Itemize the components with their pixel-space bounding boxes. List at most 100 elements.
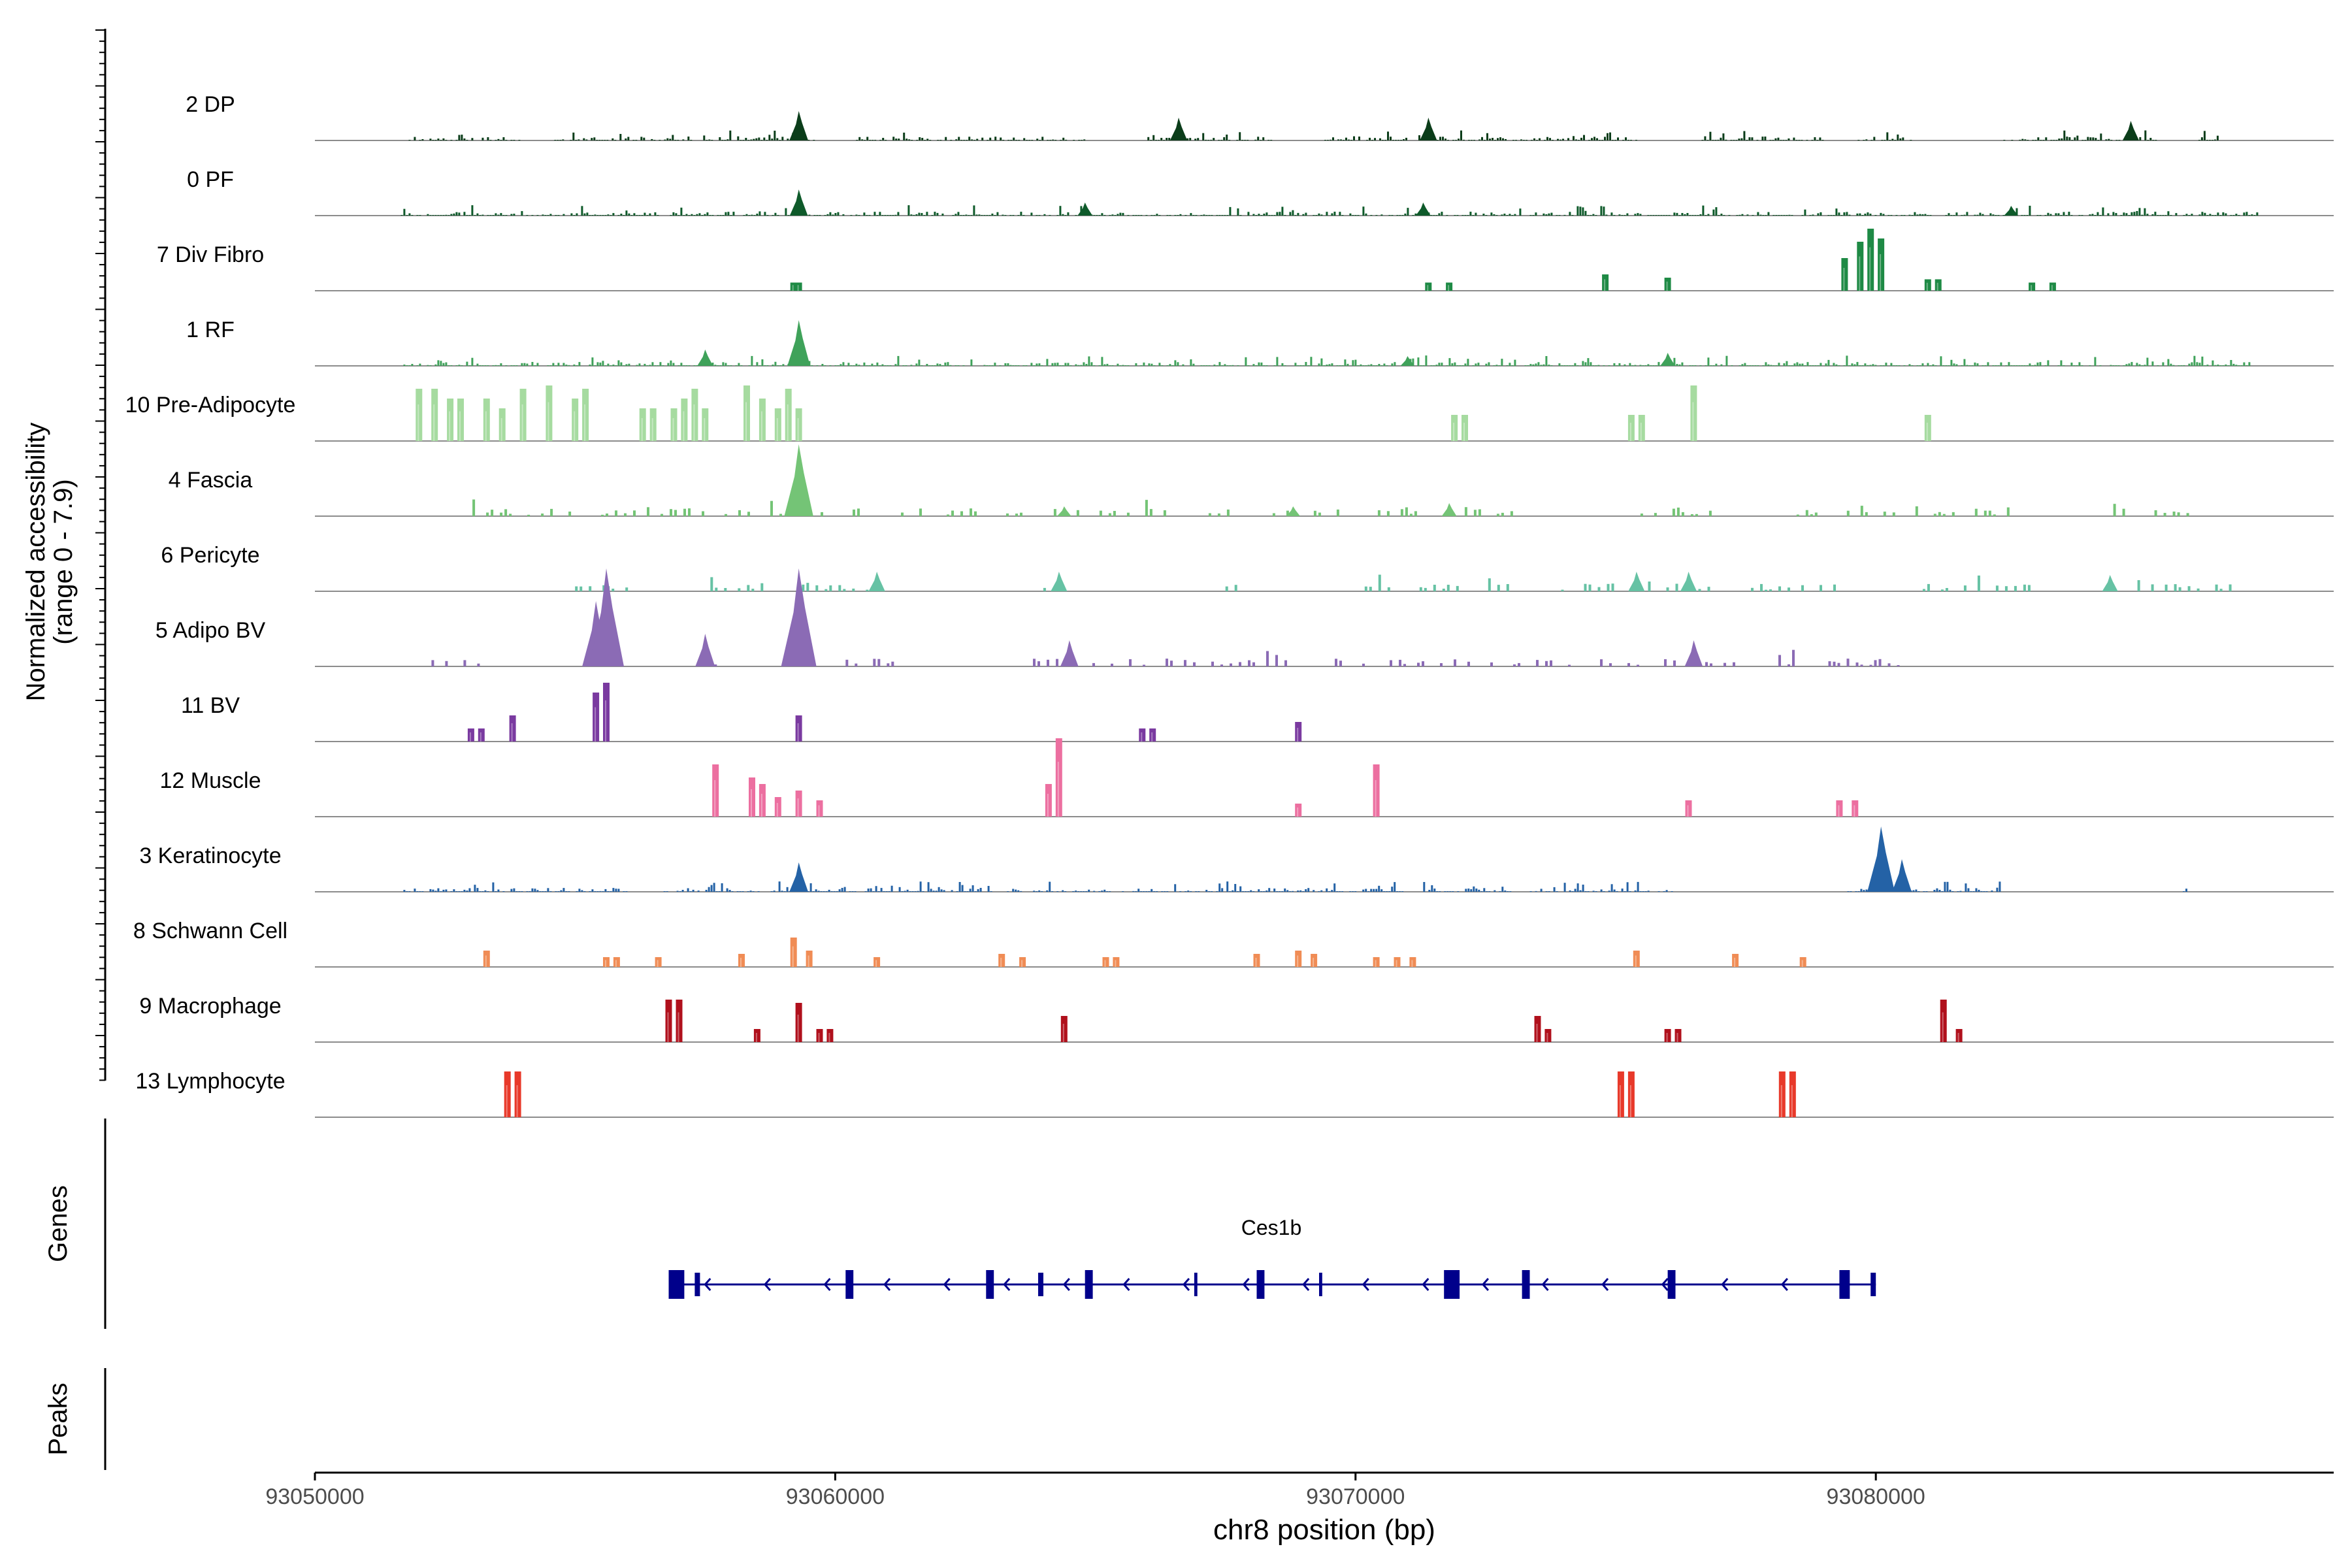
- coverage-mark: [2198, 363, 2201, 366]
- coverage-mark: [881, 364, 884, 366]
- coverage-mark: [1478, 509, 1481, 516]
- coverage-mark: [408, 213, 411, 216]
- coverage-mark: [1955, 212, 1958, 216]
- coverage-mark: [1944, 881, 1946, 892]
- coverage-mark: [724, 588, 727, 591]
- coverage-mark: [2102, 207, 2104, 216]
- peak-bar: [603, 683, 610, 742]
- coverage-mark: [807, 891, 809, 892]
- coverage-mark: [544, 891, 547, 892]
- peak-bar-gap: [1448, 285, 1450, 291]
- coverage-mark: [549, 214, 552, 216]
- coverage-mark: [455, 212, 458, 216]
- peak-bar: [483, 951, 490, 967]
- coverage-mark: [2044, 215, 2047, 216]
- coverage-mark: [1681, 512, 1684, 516]
- coverage-mark: [743, 215, 745, 216]
- coverage-mark: [1520, 139, 1522, 140]
- coverage-mark: [1503, 214, 1506, 216]
- coverage-mark: [1213, 365, 1216, 366]
- coverage-mark: [1532, 364, 1535, 366]
- coverage-mark: [2214, 365, 2217, 366]
- coverage-mark: [581, 206, 583, 216]
- coverage-mark: [689, 891, 692, 892]
- coverage-mark: [1229, 891, 1232, 892]
- coverage-mark: [1488, 891, 1491, 892]
- coverage-mark: [403, 365, 406, 366]
- strand-chevron: [763, 1278, 772, 1291]
- strand-chevron: [1302, 1278, 1310, 1291]
- coverage-mark: [1098, 365, 1101, 366]
- coverage-mark: [589, 365, 591, 366]
- coverage-mark: [939, 364, 941, 366]
- coverage-mark: [1203, 365, 1205, 366]
- coverage-mark: [1015, 365, 1017, 366]
- coverage-mark: [1504, 890, 1507, 892]
- coverage-mark: [1318, 891, 1320, 892]
- coverage-mark: [445, 661, 448, 666]
- coverage-mark: [1433, 215, 1435, 216]
- coverage-mark: [722, 362, 725, 366]
- coverage-mark: [615, 510, 617, 516]
- peak-bar-gap: [678, 1012, 679, 1042]
- track-9: 12 Muscle: [160, 738, 2334, 817]
- coverage-mark: [2246, 212, 2248, 216]
- coverage-mark: [557, 891, 560, 892]
- coverage-mark: [1475, 363, 1477, 366]
- peak-bar-gap: [1619, 1085, 1621, 1117]
- coverage-mark: [2029, 363, 2031, 366]
- coverage-mark: [2230, 360, 2232, 366]
- coverage-mark: [2225, 364, 2227, 366]
- coverage-mark: [1563, 883, 1566, 892]
- coverage-mark: [1465, 889, 1467, 892]
- coverage-mark: [1365, 889, 1367, 892]
- coverage-mark: [1887, 215, 1890, 216]
- track-label: 10 Pre-Adipocyte: [125, 393, 296, 417]
- peak-bar-gap: [667, 1012, 669, 1042]
- coverage-mark: [1655, 215, 1658, 216]
- coverage-mark: [1757, 365, 1759, 366]
- coverage-mark: [682, 139, 685, 140]
- peak-mark: [1060, 640, 1079, 666]
- coverage-mark: [1694, 365, 1697, 366]
- coverage-mark: [1464, 215, 1467, 216]
- coverage-mark: [921, 365, 923, 366]
- coverage-mark: [1806, 362, 1809, 366]
- coverage-mark: [1000, 137, 1002, 140]
- coverage-mark: [1205, 215, 1208, 216]
- coverage-mark: [1895, 215, 1898, 216]
- coverage-mark: [1796, 362, 1799, 366]
- coverage-mark: [1119, 212, 1122, 216]
- coverage-mark: [1675, 583, 1678, 591]
- coverage-mark: [747, 585, 750, 591]
- peak-bar: [603, 957, 610, 967]
- coverage-mark: [1101, 213, 1103, 216]
- coverage-mark: [1961, 365, 1963, 366]
- coverage-mark: [667, 363, 670, 366]
- coverage-mark: [1441, 363, 1443, 366]
- coverage-mark: [1015, 514, 1018, 516]
- coverage-mark: [1698, 589, 1701, 591]
- coverage-mark: [1168, 138, 1171, 140]
- coverage-mark: [1514, 214, 1516, 216]
- peak-bar-gap: [651, 418, 653, 441]
- coverage-mark: [1513, 664, 1516, 666]
- coverage-mark: [826, 214, 829, 216]
- peak-bar-gap: [1115, 960, 1117, 967]
- coverage-mark: [2092, 137, 2095, 140]
- coverage-mark: [1634, 214, 1637, 216]
- coverage-mark: [580, 586, 583, 591]
- coverage-mark: [752, 891, 755, 892]
- coverage-mark: [1608, 890, 1610, 892]
- coverage-mark: [972, 885, 974, 892]
- peak-bar: [519, 389, 527, 441]
- coverage-mark: [1919, 365, 1921, 366]
- peak-bar-gap: [480, 732, 482, 742]
- coverage-mark: [552, 363, 555, 366]
- coverage-mark: [1971, 365, 1974, 366]
- coverage-mark: [1590, 215, 1592, 216]
- coverage-mark: [1597, 365, 1600, 366]
- peak-bar: [1295, 722, 1302, 742]
- coverage-mark: [2186, 513, 2189, 516]
- coverage-mark: [1699, 365, 1702, 366]
